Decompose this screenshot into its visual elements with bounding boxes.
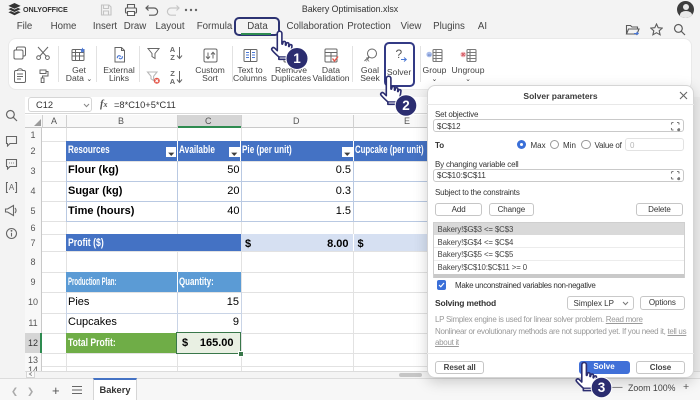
svg-text:∞: ∞ (428, 52, 431, 57)
svg-text:x: x (366, 57, 370, 64)
svg-text:A: A (170, 77, 176, 85)
svg-text:Z: Z (170, 69, 175, 78)
svg-text:A: A (9, 183, 15, 192)
svg-text:A: A (170, 45, 176, 54)
svg-text:Z: Z (170, 53, 175, 61)
svg-text:?: ? (396, 47, 403, 61)
